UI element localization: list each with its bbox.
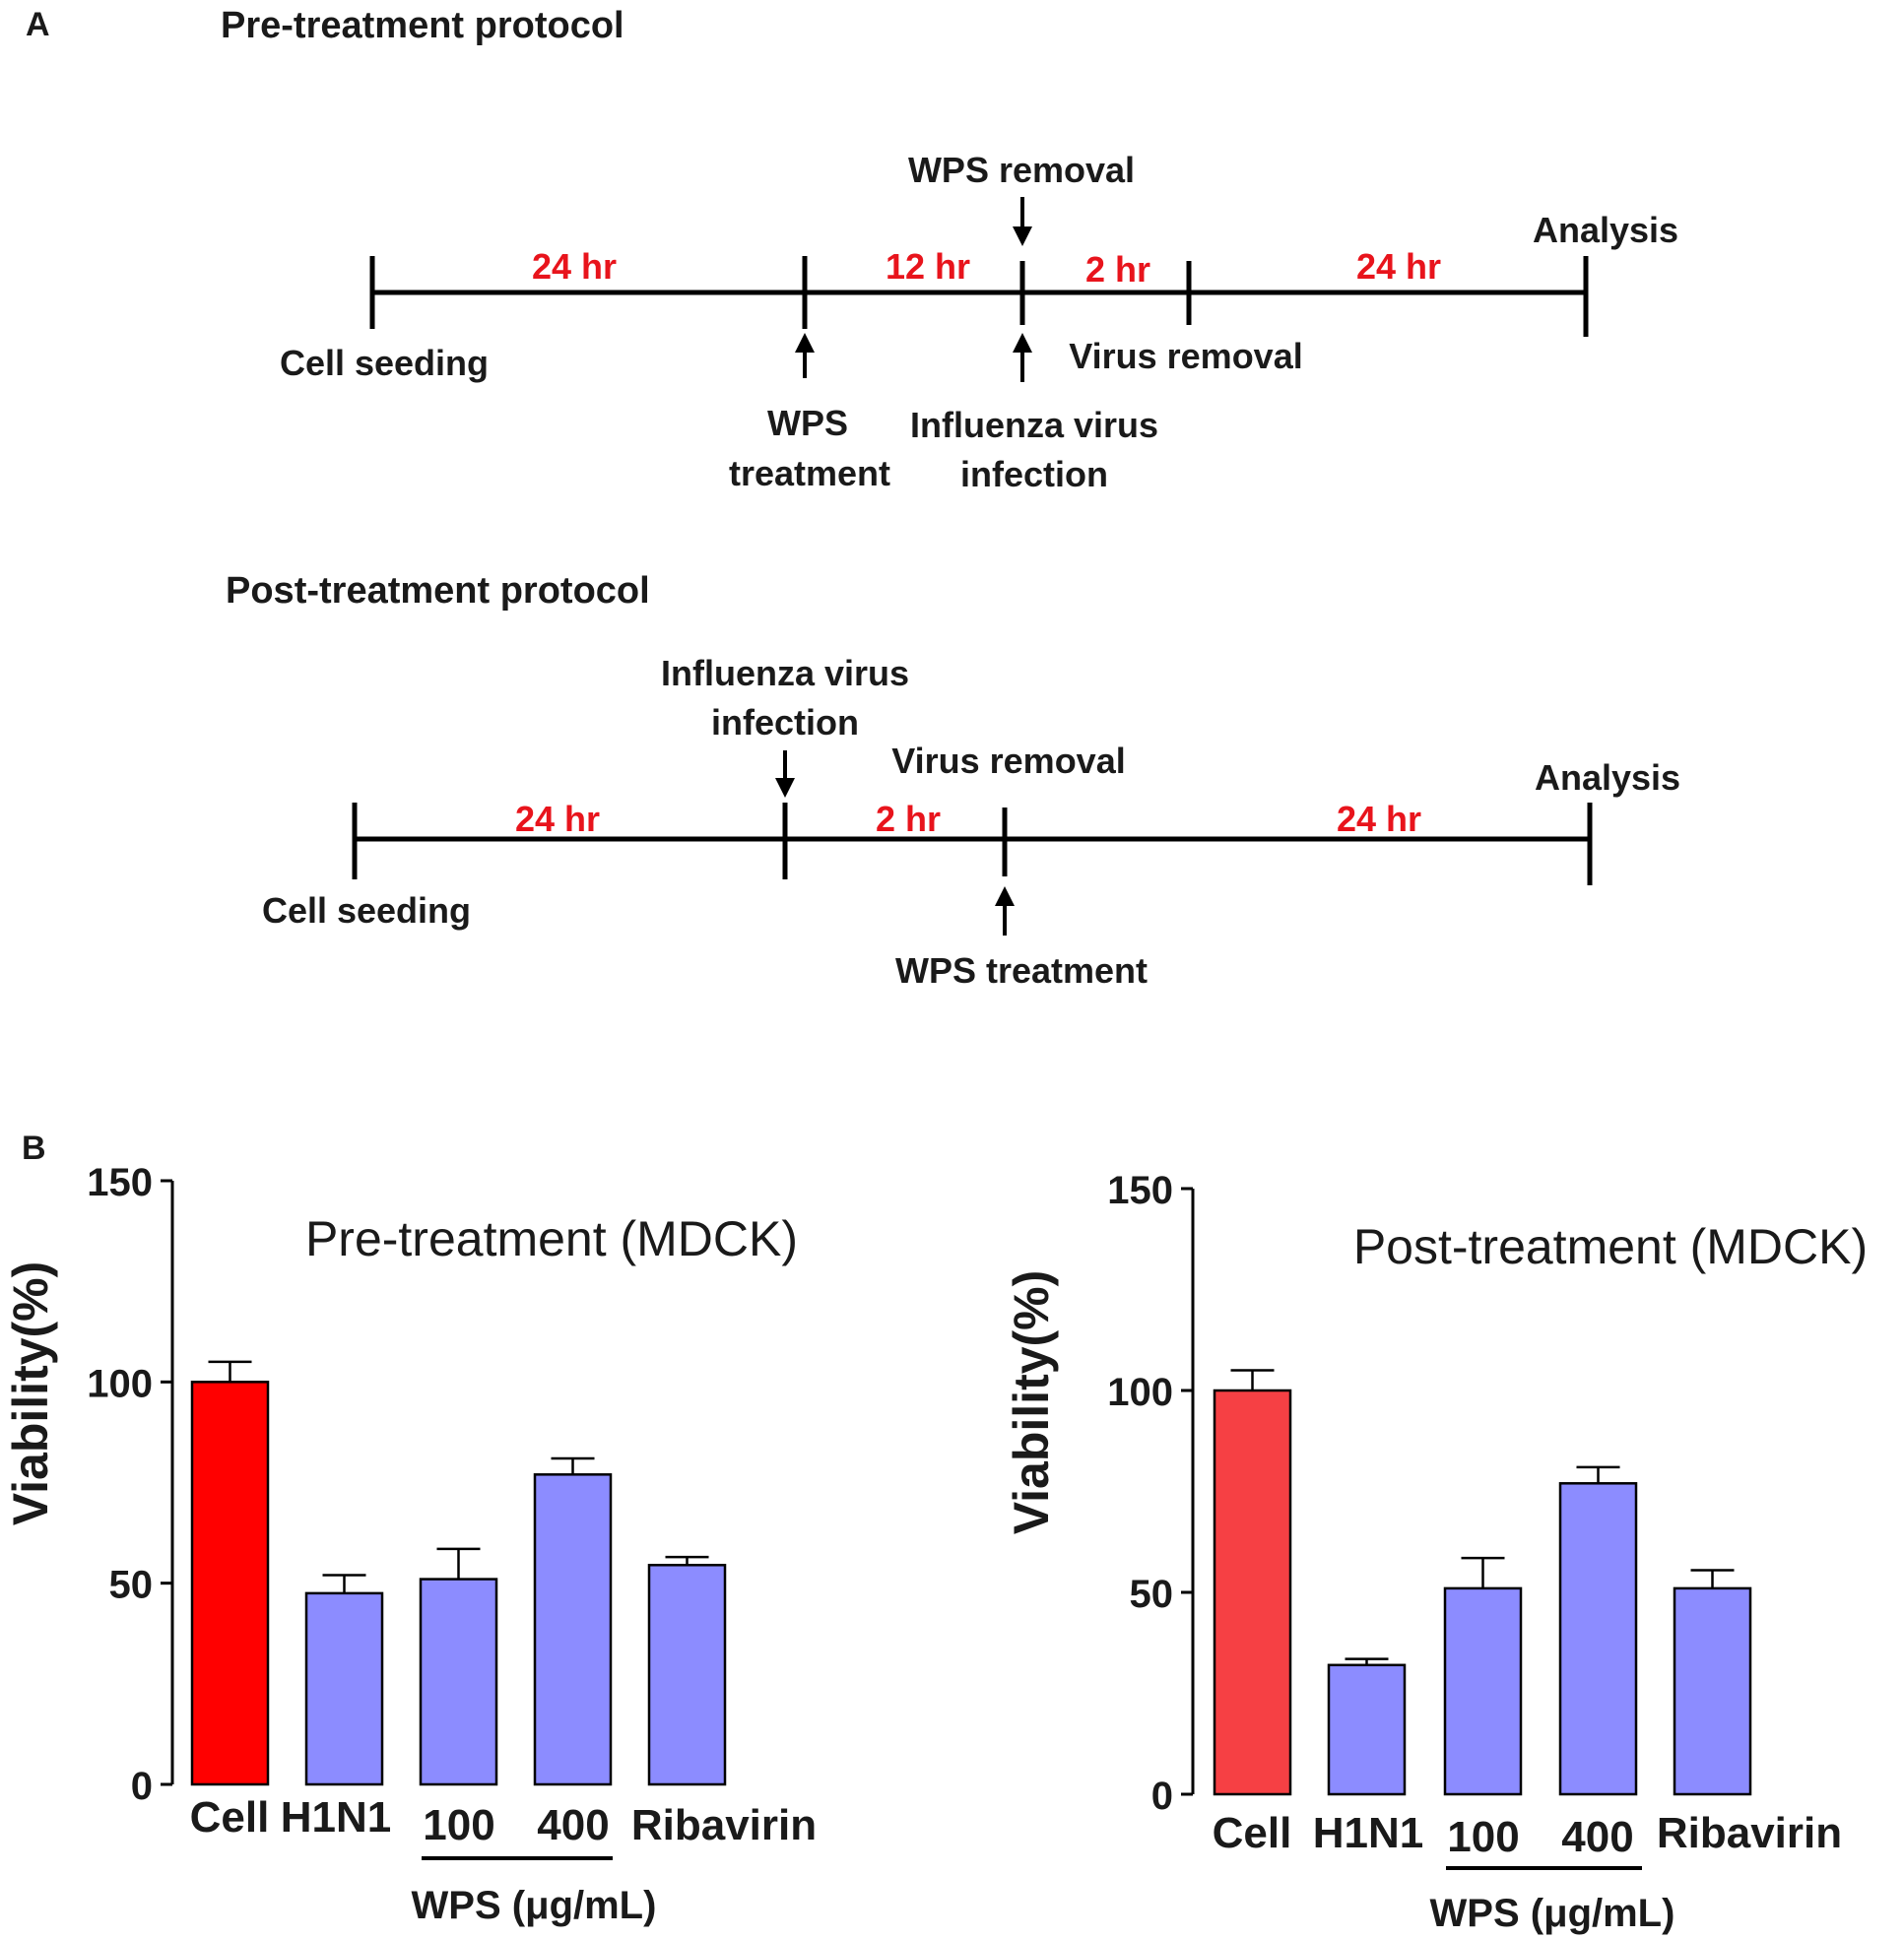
pre-virus-removal-label: Virus removal: [1069, 336, 1302, 376]
bar-cell: [1213, 1389, 1292, 1796]
pre-duration-1: 24 hr: [532, 246, 617, 287]
pre-infection-label-1: Influenza virus: [910, 405, 1158, 445]
pre-duration-4: 24 hr: [1356, 246, 1441, 287]
chart-0-bars: [190, 1360, 727, 1786]
post-infection-label-1: Influenza virus: [661, 653, 909, 693]
bar-cell: [190, 1381, 270, 1786]
bar-100: [1443, 1586, 1523, 1796]
pre-protocol-title: Pre-treatment protocol: [221, 5, 624, 46]
post-treatment-timeline: Post-treatment protocol Influenza virus …: [226, 570, 1680, 991]
y-tick-label: 150: [1107, 1169, 1173, 1212]
bar-100: [419, 1578, 498, 1786]
post-analysis-label: Analysis: [1535, 757, 1680, 798]
panel-b-label: B: [22, 1130, 46, 1167]
x-tick-label: Cell: [190, 1793, 270, 1842]
pre-treatment-timeline: Pre-treatment protocol 24 hr 12 hr 2 hr …: [221, 5, 1678, 494]
chart-0-ylabel: Viability(%): [3, 1261, 58, 1526]
bar-ribavirin: [1673, 1586, 1752, 1796]
x-tick-label: Ribavirin: [1657, 1809, 1842, 1857]
x-tick-label: 100: [423, 1801, 494, 1849]
x-tick-label: Cell: [1213, 1809, 1292, 1857]
x-tick-label: 400: [537, 1801, 609, 1849]
x-tick-label: Ribavirin: [631, 1801, 817, 1849]
x-tick-label: H1N1: [281, 1793, 392, 1842]
x-tick-label: 100: [1447, 1813, 1519, 1861]
chart-1-title: Post-treatment (MDCK): [1353, 1219, 1868, 1274]
post-protocol-title: Post-treatment protocol: [226, 570, 650, 612]
post-wps-treatment-label: WPS treatment: [895, 950, 1148, 991]
post-duration-3: 24 hr: [1337, 799, 1421, 839]
x-tick-label: 400: [1561, 1813, 1633, 1861]
pre-wps-treatment-label-1: WPS: [767, 403, 848, 443]
chart-1-bars: [1213, 1369, 1752, 1796]
bar-ribavirin: [647, 1564, 727, 1786]
panel-a-label: A: [26, 6, 50, 43]
post-duration-1: 24 hr: [515, 799, 600, 839]
y-tick-label: 0: [131, 1765, 153, 1808]
chart-1-ylabel: Viability(%): [1004, 1270, 1059, 1535]
pre-duration-2: 12 hr: [886, 246, 970, 287]
chart-0-x-labels: Cell H1N1 100 400 Ribavirin: [190, 1793, 817, 1849]
chart-1-x-labels: Cell H1N1 100 400 Ribavirin: [1213, 1809, 1842, 1861]
pre-infection-label-2: infection: [960, 454, 1108, 494]
pre-treatment-chart: Pre-treatment (MDCK) Viability(%) 0 50 100…: [3, 1161, 817, 1927]
chart-0-y-ticks: 0 50 100 150: [87, 1161, 172, 1808]
bar-h1n1: [304, 1591, 384, 1786]
y-tick-label: 50: [1130, 1573, 1174, 1616]
post-cell-seeding-label: Cell seeding: [262, 890, 471, 931]
y-tick-label: 100: [1107, 1371, 1173, 1414]
y-tick-label: 0: [1151, 1775, 1173, 1818]
pre-cell-seeding-label: Cell seeding: [280, 343, 489, 383]
y-tick-label: 50: [109, 1564, 154, 1607]
bar-400: [1558, 1482, 1638, 1796]
bar-h1n1: [1327, 1663, 1407, 1796]
y-tick-label: 150: [87, 1161, 153, 1204]
x-tick-label: H1N1: [1313, 1809, 1424, 1857]
pre-wps-removal-label: WPS removal: [908, 150, 1135, 190]
post-duration-2: 2 hr: [876, 799, 941, 839]
chart-0-title: Pre-treatment (MDCK): [305, 1211, 798, 1266]
pre-wps-treatment-label-2: treatment: [729, 453, 890, 493]
chart-1-y-ticks: 0 50 100 150: [1107, 1169, 1193, 1818]
post-treatment-chart: Post-treatment (MDCK) Viability(%) 0 50 10…: [1004, 1169, 1868, 1935]
post-virus-removal-label: Virus removal: [891, 741, 1125, 781]
pre-analysis-label: Analysis: [1533, 210, 1678, 250]
pre-duration-3: 2 hr: [1085, 249, 1150, 290]
post-infection-label-2: infection: [711, 702, 859, 743]
y-tick-label: 100: [87, 1362, 153, 1405]
chart-0-wps-group-label: WPS (μg/mL): [412, 1884, 657, 1927]
chart-1-wps-group-label: WPS (μg/mL): [1430, 1892, 1675, 1935]
bar-400: [533, 1473, 613, 1786]
